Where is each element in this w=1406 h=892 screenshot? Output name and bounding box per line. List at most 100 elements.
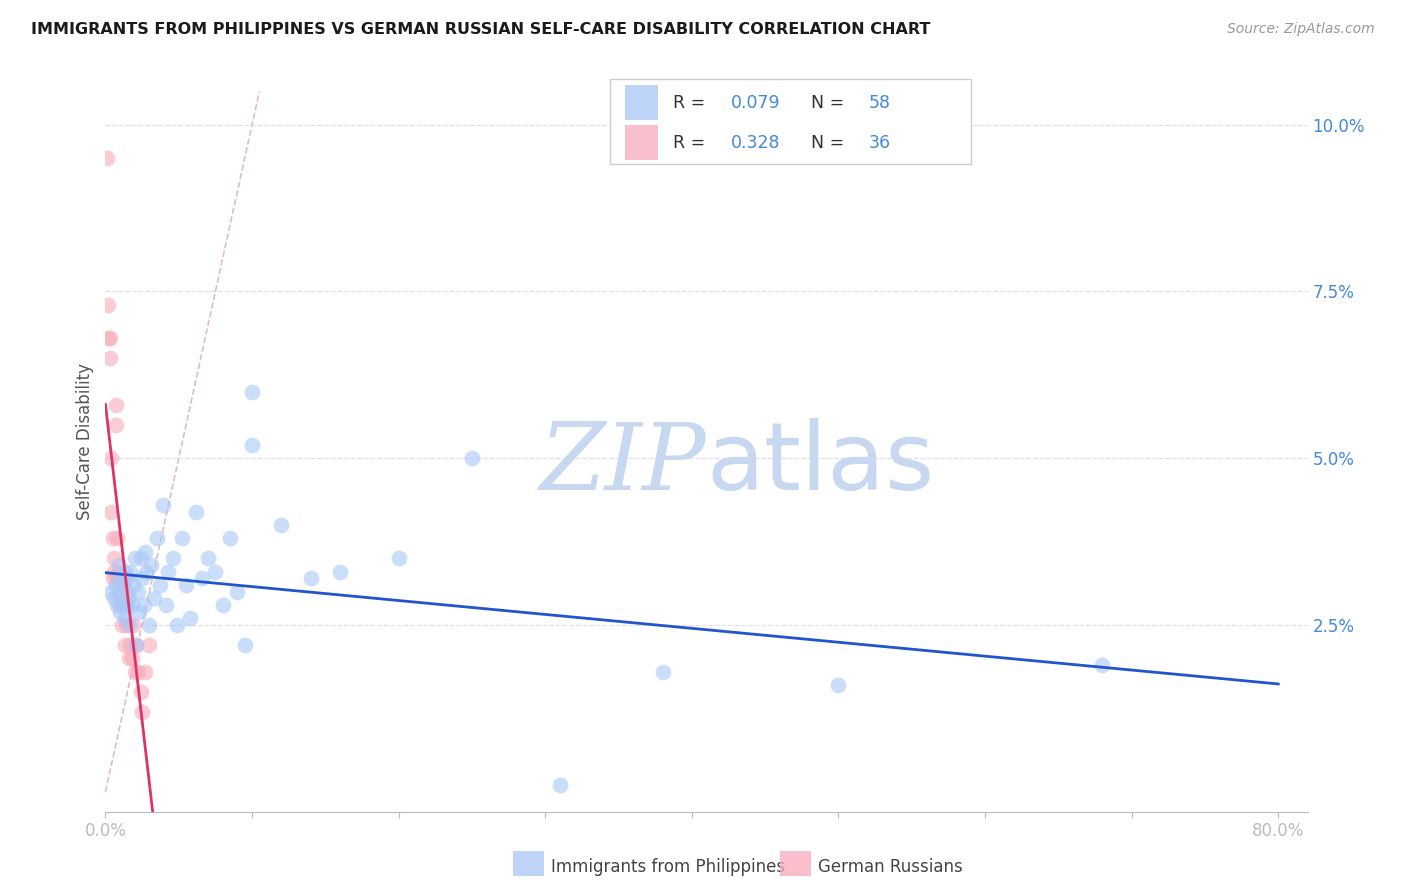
Point — [104, 398, 127, 412]
Point — [124, 551, 146, 566]
Point — [138, 618, 160, 632]
Point — [127, 665, 149, 679]
Point — [204, 565, 226, 579]
Point — [121, 598, 143, 612]
Point — [125, 638, 148, 652]
Point — [120, 638, 142, 652]
Text: ZIP: ZIP — [540, 418, 707, 508]
Point — [134, 665, 156, 679]
Point — [107, 584, 129, 599]
Point — [103, 565, 125, 579]
Point — [197, 551, 219, 566]
Point — [118, 618, 141, 632]
Point — [240, 438, 263, 452]
Text: R =: R = — [673, 94, 710, 112]
Point — [174, 578, 197, 592]
Point — [139, 558, 162, 572]
Point — [105, 598, 128, 612]
Point — [179, 611, 201, 625]
Point — [233, 638, 256, 652]
Point — [107, 584, 129, 599]
Point — [100, 584, 122, 599]
Point — [651, 665, 673, 679]
Point — [108, 605, 131, 619]
Point — [97, 331, 120, 345]
Text: 0.079: 0.079 — [731, 94, 780, 112]
Point — [129, 551, 152, 566]
Point — [117, 571, 139, 585]
Point — [131, 705, 153, 719]
Point — [170, 531, 193, 545]
Point — [827, 678, 849, 692]
Y-axis label: Self-Care Disability: Self-Care Disability — [76, 363, 94, 520]
Point — [110, 598, 132, 612]
Point — [98, 331, 121, 345]
Text: R =: R = — [673, 134, 710, 152]
Point — [125, 638, 148, 652]
Text: N =: N = — [811, 94, 849, 112]
Point — [131, 571, 153, 585]
Point — [114, 611, 136, 625]
FancyBboxPatch shape — [610, 78, 972, 164]
Point — [101, 571, 124, 585]
Point — [219, 531, 242, 545]
Point — [329, 565, 352, 579]
Point — [121, 651, 143, 665]
Point — [162, 551, 184, 566]
Point — [142, 591, 165, 606]
Text: German Russians: German Russians — [818, 858, 963, 876]
Point — [98, 351, 121, 366]
Point — [118, 591, 141, 606]
Point — [110, 618, 132, 632]
Point — [149, 578, 172, 592]
Point — [114, 565, 136, 579]
Point — [135, 565, 157, 579]
Point — [96, 151, 118, 165]
Point — [132, 598, 155, 612]
Point — [115, 598, 138, 612]
FancyBboxPatch shape — [624, 125, 658, 161]
Point — [112, 571, 135, 585]
Point — [1091, 657, 1114, 672]
Point — [122, 618, 145, 632]
Point — [104, 578, 127, 592]
Point — [100, 451, 122, 466]
Point — [117, 584, 139, 599]
Point — [299, 571, 322, 585]
Point — [388, 551, 411, 566]
Point — [548, 778, 571, 792]
Point — [240, 384, 263, 399]
Point — [122, 578, 145, 592]
Point — [166, 618, 188, 632]
Point — [103, 551, 125, 566]
Point — [128, 605, 150, 619]
Point — [138, 638, 160, 652]
Text: Immigrants from Philippines: Immigrants from Philippines — [551, 858, 786, 876]
Point — [124, 665, 146, 679]
Text: atlas: atlas — [707, 417, 935, 509]
Point — [101, 531, 124, 545]
Point — [157, 565, 180, 579]
Point — [117, 598, 139, 612]
Point — [107, 565, 129, 579]
Point — [108, 598, 131, 612]
Point — [270, 517, 292, 532]
Point — [107, 558, 129, 572]
Point — [120, 565, 142, 579]
Point — [100, 505, 122, 519]
Point — [108, 571, 131, 585]
Point — [103, 591, 125, 606]
Point — [155, 598, 177, 612]
Point — [134, 544, 156, 558]
Point — [129, 684, 152, 698]
Point — [112, 578, 135, 592]
Point — [104, 417, 127, 432]
Text: 0.328: 0.328 — [731, 134, 780, 152]
Text: 36: 36 — [869, 134, 891, 152]
Point — [152, 498, 174, 512]
Text: N =: N = — [811, 134, 849, 152]
Point — [186, 505, 208, 519]
Text: Source: ZipAtlas.com: Source: ZipAtlas.com — [1227, 22, 1375, 37]
Point — [118, 651, 141, 665]
Point — [115, 618, 138, 632]
